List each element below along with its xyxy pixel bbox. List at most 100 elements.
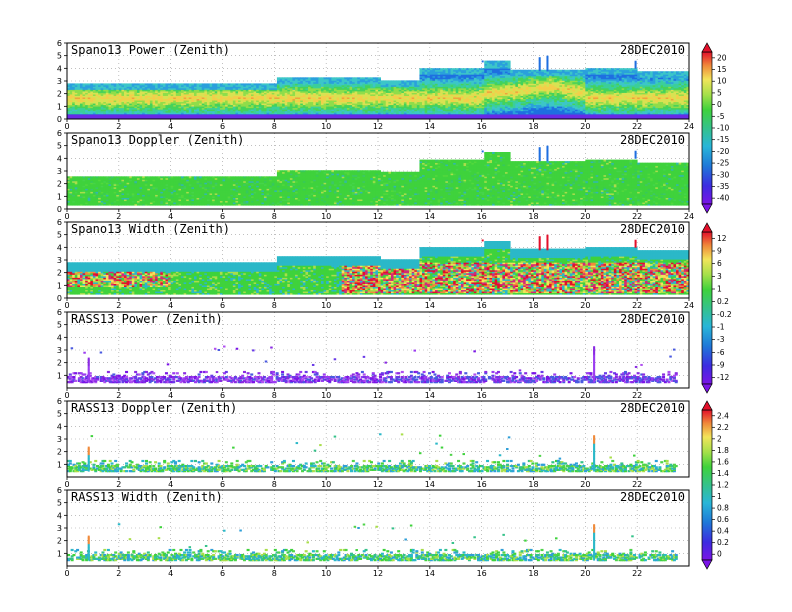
heatmap-cell (147, 83, 150, 85)
heatmap-cell (243, 83, 246, 85)
heatmap-cell (290, 77, 293, 79)
heatmap-cell (163, 83, 166, 85)
heatmap-cell (106, 83, 109, 85)
heatmap-cell (103, 83, 106, 85)
heatmap-cell (85, 83, 88, 85)
heatmap-cell (96, 83, 99, 85)
heatmap-cell (248, 83, 251, 85)
heatmap-cell (360, 77, 363, 79)
heatmap-cell (77, 83, 80, 85)
heatmap-cell (127, 83, 130, 85)
heatmap-cell (132, 83, 135, 85)
heatmap-cell (140, 83, 143, 85)
heatmap-cell (453, 68, 456, 70)
heatmap-cell (282, 77, 285, 79)
heatmap-cell (114, 83, 117, 85)
heatmap-cell (321, 77, 324, 79)
heatmap-cell (440, 68, 443, 70)
heatmap-cell (357, 77, 360, 79)
heatmap-cell (298, 77, 301, 79)
heatmap-cell (401, 80, 404, 82)
heatmap-cell (285, 77, 288, 79)
heatmap-cell (153, 83, 156, 85)
heatmap-cell (178, 83, 181, 85)
heatmap-cell (339, 77, 342, 79)
heatmap-cell (476, 68, 479, 70)
heatmap-cell (391, 80, 394, 82)
heatmap-cell (523, 70, 526, 72)
heatmap-cell (443, 68, 446, 70)
heatmap-cell (287, 77, 290, 79)
heatmap-cell (108, 83, 111, 85)
heatmap-cell (479, 68, 482, 70)
heatmap-cell (225, 83, 228, 85)
heatmap-cell (461, 68, 464, 70)
heatmap-cell (171, 83, 174, 85)
heatmap-cell (313, 77, 316, 79)
heatmap-cell (399, 80, 402, 82)
heatmap-cell (145, 83, 148, 85)
heatmap-cell (489, 61, 492, 63)
heatmap-cell (280, 77, 283, 79)
heatmap-cell (500, 61, 503, 63)
heatmap-cell (155, 83, 158, 85)
heatmap-cell (134, 83, 137, 85)
heatmap-cell (189, 83, 192, 85)
heatmap-cell (251, 83, 254, 85)
heatmap-cell (210, 83, 213, 85)
heatmap-cell (482, 68, 485, 70)
heatmap-cell (531, 70, 534, 72)
heatmap-cell (90, 83, 93, 85)
heatmap-cell (215, 83, 218, 85)
heatmap-cell (329, 77, 332, 79)
heatmap-cell (173, 83, 176, 85)
heatmap-cell (347, 77, 350, 79)
heatmap-cell (137, 83, 140, 85)
heatmap-cell (508, 61, 511, 63)
heatmap-cell (184, 83, 187, 85)
heatmap-cell (272, 83, 275, 85)
heatmap-cell (72, 83, 75, 85)
heatmap-cell (246, 83, 249, 85)
heatmap-cell (119, 83, 122, 85)
heatmap-cell (124, 83, 127, 85)
heatmap-cell (269, 83, 272, 85)
heatmap-cell (438, 68, 441, 70)
heatmap-cell (158, 83, 161, 85)
heatmap-cell (427, 68, 430, 70)
heatmap-cell (412, 80, 415, 82)
heatmap-cell (165, 83, 168, 85)
heatmap-cell (93, 83, 96, 85)
heatmap-cell (484, 61, 487, 63)
heatmap-cell (254, 83, 257, 85)
heatmap-cell (316, 77, 319, 79)
heatmap-cell (536, 70, 539, 72)
heatmap-cell (264, 83, 267, 85)
heatmap-cell (417, 80, 420, 82)
heatmap-cell (396, 80, 399, 82)
heatmap-cell (352, 77, 355, 79)
heatmap-cell (466, 68, 469, 70)
heatmap-cell (101, 83, 104, 85)
heatmap-cell (274, 83, 277, 85)
heatmap-cell (515, 70, 518, 72)
heatmap-cell (98, 83, 101, 85)
heatmap-cell (487, 61, 490, 63)
heatmap-cell (277, 77, 280, 79)
heatmap-cell (220, 83, 223, 85)
heatmap-cell (370, 77, 373, 79)
heatmap-cell (414, 80, 417, 82)
heatmap-cell (505, 61, 508, 63)
heatmap-cell (233, 83, 236, 85)
heatmap-cell (435, 68, 438, 70)
heatmap-cell (238, 83, 241, 85)
heatmap-cell (326, 77, 329, 79)
heatmap-cell (430, 68, 433, 70)
heatmap-cell (212, 83, 215, 85)
heatmap-cell (256, 83, 259, 85)
heatmap-cell (381, 80, 384, 82)
heatmap-cell (513, 70, 516, 72)
heatmap-cell (295, 77, 298, 79)
heatmap-cell (362, 77, 365, 79)
